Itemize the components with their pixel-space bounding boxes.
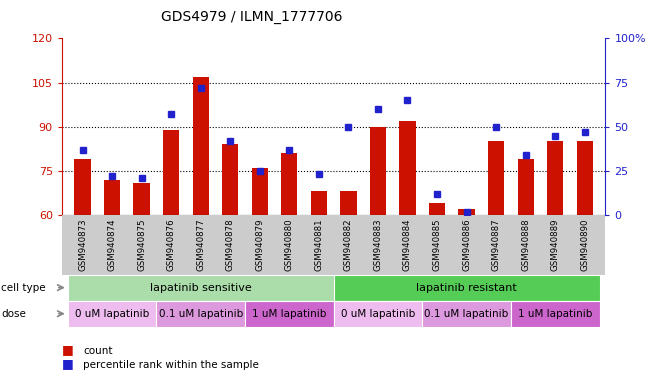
Text: lapatinib sensitive: lapatinib sensitive	[150, 283, 251, 293]
Text: 0.1 uM lapatinib: 0.1 uM lapatinib	[159, 309, 243, 319]
Bar	[511, 301, 600, 327]
Text: GSM940890: GSM940890	[580, 218, 589, 270]
Text: 1 uM lapatinib: 1 uM lapatinib	[518, 309, 592, 319]
Text: GSM940882: GSM940882	[344, 218, 353, 271]
Bar	[163, 130, 179, 215]
Text: count: count	[83, 346, 113, 356]
Text: ■: ■	[62, 357, 74, 370]
Text: GSM940874: GSM940874	[107, 218, 117, 271]
Text: 0.1 uM lapatinib: 0.1 uM lapatinib	[424, 309, 508, 319]
Text: GSM940877: GSM940877	[196, 218, 205, 271]
Text: percentile rank within the sample: percentile rank within the sample	[83, 360, 259, 370]
Bar	[104, 180, 120, 215]
Text: GSM940884: GSM940884	[403, 218, 412, 271]
Bar	[156, 301, 245, 327]
Bar	[68, 301, 156, 327]
Bar	[245, 301, 333, 327]
Text: GSM940875: GSM940875	[137, 218, 146, 271]
Text: GSM940889: GSM940889	[551, 218, 560, 270]
Bar	[577, 141, 593, 215]
Text: GSM940885: GSM940885	[432, 218, 441, 271]
Bar	[68, 275, 333, 301]
Bar	[547, 141, 563, 215]
Text: dose: dose	[1, 309, 26, 319]
Bar	[333, 275, 600, 301]
Bar	[252, 168, 268, 215]
Text: cell type: cell type	[1, 283, 46, 293]
Bar	[422, 301, 511, 327]
Bar	[340, 192, 357, 215]
Text: GSM940879: GSM940879	[255, 218, 264, 270]
Bar	[399, 121, 415, 215]
Bar	[429, 203, 445, 215]
Text: GSM940887: GSM940887	[492, 218, 501, 271]
Text: GSM940883: GSM940883	[374, 218, 382, 271]
Bar	[488, 141, 505, 215]
Text: 1 uM lapatinib: 1 uM lapatinib	[252, 309, 327, 319]
Bar	[333, 301, 422, 327]
Text: GSM940886: GSM940886	[462, 218, 471, 271]
Bar	[281, 153, 298, 215]
Bar	[222, 144, 238, 215]
Text: GSM940873: GSM940873	[78, 218, 87, 271]
Bar	[74, 159, 90, 215]
Bar	[311, 192, 327, 215]
Text: GSM940878: GSM940878	[226, 218, 235, 271]
Bar	[193, 77, 209, 215]
Bar	[370, 127, 386, 215]
Text: lapatinib resistant: lapatinib resistant	[416, 283, 517, 293]
Text: GDS4979 / ILMN_1777706: GDS4979 / ILMN_1777706	[161, 10, 343, 23]
Text: GSM940881: GSM940881	[314, 218, 324, 271]
Bar	[133, 183, 150, 215]
Text: GSM940880: GSM940880	[285, 218, 294, 271]
Bar	[518, 159, 534, 215]
Text: GSM940888: GSM940888	[521, 218, 530, 271]
Bar	[458, 209, 475, 215]
Text: GSM940876: GSM940876	[167, 218, 176, 271]
Text: ■: ■	[62, 343, 74, 356]
Text: 0 uM lapatinib: 0 uM lapatinib	[75, 309, 149, 319]
Text: 0 uM lapatinib: 0 uM lapatinib	[341, 309, 415, 319]
